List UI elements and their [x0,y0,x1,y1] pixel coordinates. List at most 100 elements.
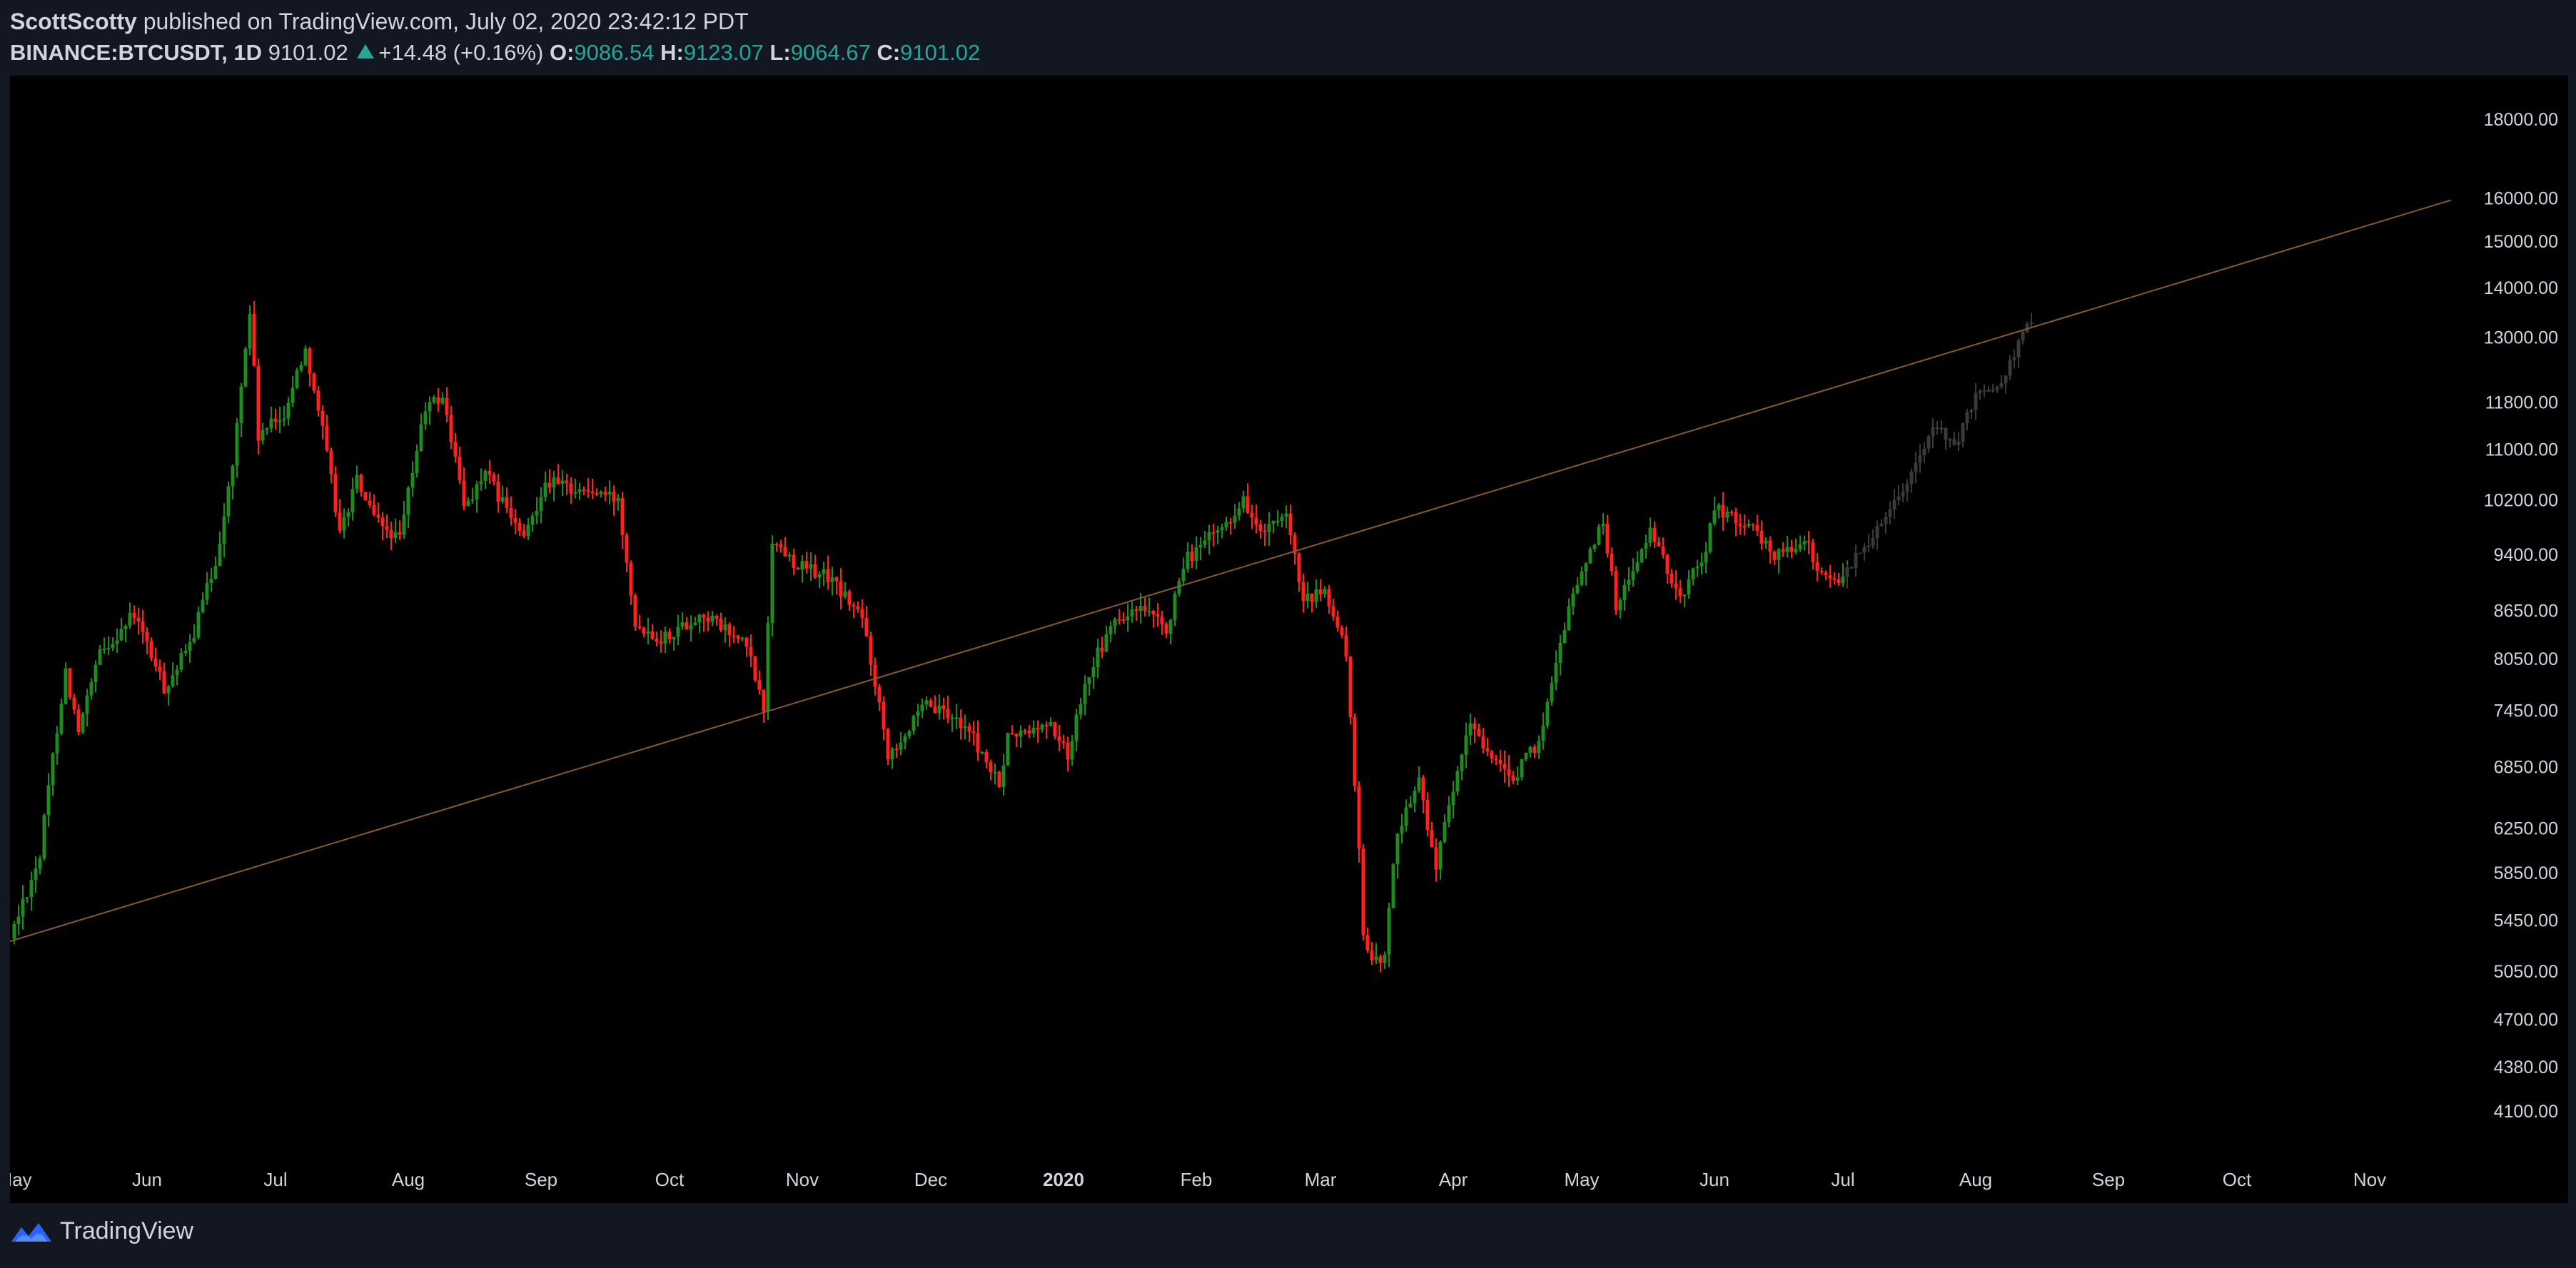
candle-body [1807,541,1811,543]
candle-body [1691,568,1695,579]
candle-body [1614,571,1618,611]
projection-candle-body [1991,390,1995,392]
candle-body [1138,606,1143,612]
candle-body [1391,864,1395,908]
candle-body [1318,589,1323,594]
projection-candle-body [1901,492,1905,497]
candle-body [869,636,873,665]
price-tick-label: 18000.00 [2484,110,2558,130]
candle-body [282,418,286,420]
candle-body [278,420,282,422]
projection-candle-body [1931,427,1935,437]
price-tick-label: 15000.00 [2484,232,2558,252]
candle-body [1772,552,1777,560]
projection-candle-body [1896,496,1901,500]
candle-body [1207,532,1211,541]
candle-body [428,402,432,412]
candle-body [132,612,136,618]
projection-candle-body [2029,322,2034,324]
candle-body [702,614,706,618]
candle-body [269,418,273,429]
candle-body [145,632,149,641]
candle-body [1789,547,1794,552]
candle-body [1374,956,1378,960]
candle-body [252,314,256,366]
price-change: +14.48 (+0.16%) [378,40,544,65]
price-tick-label: 8050.00 [2494,649,2558,669]
projection-candle-body [1948,439,1952,441]
author-name[interactable]: ScottScotty [10,9,137,34]
candle-body [817,574,822,578]
projection-candle-body [1918,455,1922,463]
candle-body [1031,727,1036,734]
candle-body [543,482,547,497]
candle-body [1331,606,1335,617]
candle-body [1550,683,1554,702]
candle-body [650,631,655,639]
candle-body [363,492,368,501]
candle-body [158,666,162,671]
candle-body [663,632,667,644]
candle-body [1370,950,1374,960]
candle-body [1777,549,1781,560]
projection-candle-body [2008,360,2012,376]
candle-body [1652,527,1657,542]
candle-body [25,897,29,899]
candlestick-chart[interactable]: 18000.00 16000.00 15000.00 14000.00 13000.00… [10,76,2568,1203]
candle-body [1721,504,1725,518]
candle-body [175,669,179,676]
candle-body [1695,566,1699,569]
candle-body [946,709,950,719]
time-axis: May Jun Jul Aug Sep Oct Nov Dec 2020 Feb Mar Apr May… [10,1169,2386,1190]
candle-body [595,492,599,494]
candle-body [804,561,809,569]
candle-body [1755,525,1759,531]
last-price: 9101.02 [268,40,348,65]
projection-candle-body [1995,387,1999,390]
candle-body [719,619,723,631]
time-tick-label: Sep [2092,1169,2125,1190]
candle-body [213,566,218,579]
tradingview-logo-icon[interactable] [10,1217,53,1246]
candle-body [51,753,55,786]
candle-body [1674,583,1678,589]
time-tick-label: Aug [392,1169,425,1190]
candle-body [1481,736,1485,749]
candle-body [993,771,997,774]
candle-body [376,514,380,518]
candle-body [1494,758,1498,760]
candle-body [1036,727,1040,730]
chart-area[interactable]: 18000.00 16000.00 15000.00 14000.00 13000.00… [10,76,2568,1203]
candle-body [1233,515,1237,523]
candle-body [547,482,552,488]
candle-body [1781,549,1785,552]
candle-body [907,731,911,736]
projection-candle-body [1909,471,1914,485]
candle-body [1147,610,1151,612]
candle-body [697,614,702,623]
brand-name[interactable]: TradingView [60,1217,194,1244]
candle-body [1490,751,1494,759]
projection-candle-body [2016,340,2021,357]
candle-body [1130,609,1134,617]
candle-body [1597,527,1601,545]
price-tick-label: 4700.00 [2494,1010,2558,1030]
price-tick-label: 11800.00 [2485,393,2558,413]
candle-body [1224,522,1228,528]
candle-body [16,916,21,924]
candle-body [1357,786,1361,849]
candle-body [1794,549,1798,552]
candle-body [1644,542,1648,549]
projection-candle-body [2025,323,2029,332]
candle-body [141,621,145,632]
candle-body [1627,579,1631,585]
candle-body [1610,553,1614,572]
candle-body [1091,666,1096,678]
candle-body [1061,741,1066,743]
candle-body [1177,581,1181,594]
projection-candle-body [1965,412,1969,424]
candle-body [1511,775,1515,781]
candle-body [179,653,183,670]
candle-body [1143,606,1147,611]
candle-body [1250,512,1254,518]
